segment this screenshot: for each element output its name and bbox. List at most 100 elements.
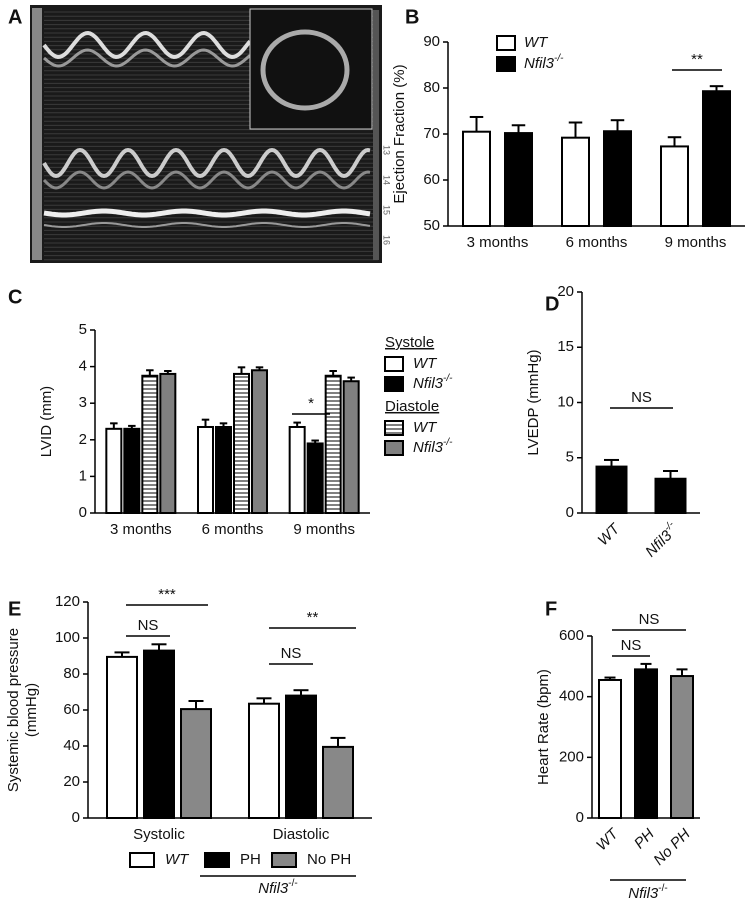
legend-label: Nfil3-/-: [524, 53, 564, 72]
significance-label: ***: [158, 586, 176, 603]
x-tick-label: WT: [595, 519, 625, 549]
bar: [670, 675, 694, 819]
bar: [233, 372, 250, 515]
trace: [43, 222, 371, 228]
bar: [251, 369, 268, 515]
y-tick-label: 0: [72, 809, 80, 826]
x-tick-label: Diastolic: [273, 826, 330, 843]
bar: [322, 745, 354, 820]
legend-group-title: Systole: [385, 334, 434, 351]
y-tick-label: 40: [63, 737, 80, 754]
legend-swatch: [384, 440, 404, 456]
bar: [654, 477, 687, 514]
legend-swatch: [271, 852, 297, 868]
x-tick-label: Nfil3-/-: [641, 519, 683, 561]
y-tick-label: 80: [423, 79, 440, 96]
legend-label: PH: [240, 851, 261, 868]
bar: [598, 678, 622, 819]
bar: [306, 442, 324, 514]
legend-swatch: [496, 56, 516, 72]
bar: [197, 425, 214, 514]
y-tick-label: 60: [63, 701, 80, 718]
trace: [42, 170, 371, 190]
y-tick-label: 10: [557, 393, 574, 410]
x-tick-label: PH: [631, 826, 658, 853]
y-axis-label: LVEDP (mmHg): [525, 349, 542, 455]
bar: [324, 374, 342, 514]
x-tick-label: No PH: [650, 826, 693, 869]
trace: [42, 30, 252, 60]
significance-label: NS: [631, 389, 652, 406]
bar: [105, 427, 123, 515]
bar: [702, 90, 731, 227]
legend-swatch: [204, 852, 230, 868]
y-tick-label: 3: [79, 394, 87, 411]
y-tick-label: 0: [79, 504, 87, 521]
y-tick-label: 120: [55, 593, 80, 610]
y-tick-label: 80: [63, 665, 80, 682]
trace: [43, 208, 371, 218]
y-tick-label: 0: [566, 504, 574, 521]
x-tick-label: 6 months: [566, 234, 628, 251]
bar: [123, 427, 141, 515]
legend-label: WT: [413, 355, 438, 372]
legend-swatch: [496, 35, 516, 51]
significance-label: NS: [621, 637, 642, 654]
y-tick-label: 5: [79, 321, 87, 338]
significance-label: *: [308, 395, 314, 412]
group-label: Nfil3-/-: [628, 883, 667, 902]
significance-label: NS: [138, 617, 159, 634]
inset-image: [249, 8, 373, 130]
bar: [342, 380, 360, 514]
inset-heart: [260, 29, 350, 111]
panel-label: C: [8, 286, 22, 308]
significance-label: NS: [281, 645, 302, 662]
legend-label: WT: [413, 419, 438, 436]
legend-swatch: [384, 420, 404, 436]
bar: [603, 130, 632, 228]
x-tick-label: Systolic: [133, 826, 185, 843]
y-axis-label: Heart Rate (bpm): [535, 669, 552, 785]
y-tick-label: 70: [423, 125, 440, 142]
significance-label: **: [307, 609, 319, 626]
trace: [42, 147, 371, 179]
bar: [504, 132, 533, 227]
bar: [595, 465, 628, 514]
y-tick-label: 60: [423, 171, 440, 188]
legend-swatch: [384, 356, 404, 372]
y-tick-label: 400: [559, 688, 584, 705]
scale-label: 13: [382, 145, 392, 155]
legend-swatch: [384, 376, 404, 392]
y-tick-label: 1: [79, 467, 87, 484]
legend-label: WT: [165, 851, 190, 868]
panel-label: A: [8, 6, 22, 28]
y-tick-label: 20: [63, 773, 80, 790]
y-tick-label: 600: [559, 627, 584, 644]
y-tick-label: 4: [79, 358, 87, 375]
bar: [141, 374, 159, 514]
bar: [462, 130, 491, 227]
y-axis-label: Ejection Fraction (%): [391, 64, 408, 203]
x-tick-label: WT: [593, 824, 623, 854]
x-tick-label: 3 months: [467, 234, 529, 251]
significance-label: **: [691, 51, 703, 68]
legend-label: Nfil3-/-: [413, 373, 453, 392]
significance-label: NS: [639, 611, 660, 628]
bar: [180, 708, 212, 819]
y-axis-label: Systemic blood pressure: [5, 628, 22, 792]
panel-label: B: [405, 6, 419, 28]
x-tick-label: 3 months: [110, 521, 172, 538]
legend-group-title: Diastole: [385, 398, 439, 415]
y-tick-label: 2: [79, 431, 87, 448]
x-tick-label: 6 months: [202, 521, 264, 538]
scale-label: 14: [382, 175, 392, 185]
scale-label: 16: [382, 235, 392, 245]
y-tick-label: 15: [557, 338, 574, 355]
y-axis-label: LVID (mm): [38, 386, 55, 457]
y-tick-label: 90: [423, 33, 440, 50]
bar: [285, 694, 317, 819]
y-tick-label: 200: [559, 748, 584, 765]
x-tick-label: 9 months: [293, 521, 355, 538]
